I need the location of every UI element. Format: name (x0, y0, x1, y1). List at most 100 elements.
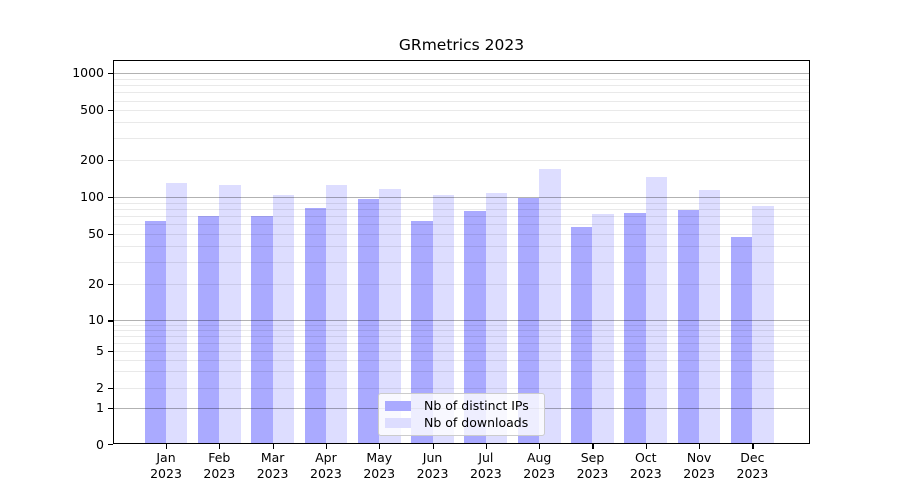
y-tick-label: 2 (96, 379, 104, 395)
y-tick-mark (108, 160, 113, 162)
bar-downloads-jun (432, 194, 454, 443)
bar-ips-oct (624, 212, 646, 443)
x-tick-year: 2023 (736, 466, 769, 481)
x-tick-month: May (366, 450, 393, 465)
bar-ips-dec (731, 236, 753, 443)
y-tick-label: 50 (88, 225, 104, 241)
x-tick-month: Jun (422, 450, 443, 465)
bar-ips-sep (571, 226, 593, 443)
plot-area: Nb of distinct IPs Nb of downloads Jan 20… (72, 60, 810, 481)
y-minor-gridline-70 (114, 216, 809, 218)
x-tick-mark (485, 444, 488, 449)
legend-swatch-downloads (385, 417, 411, 428)
y-tick-mark (108, 320, 113, 322)
y-minor-gridline-700 (114, 92, 809, 94)
y-tick-label: 200 (80, 152, 104, 168)
bar-ips-feb (197, 216, 220, 443)
x-tick-month: Mar (260, 450, 285, 465)
bar-downloads-jul (485, 192, 508, 443)
y-gridline-2 (114, 387, 809, 389)
x-tick-label: Feb 2023 (203, 450, 235, 482)
x-tick-label: Apr 2023 (310, 450, 342, 482)
y-minor-gridline-9 (114, 324, 809, 326)
x-tick-mark (272, 444, 274, 449)
legend-row-ips: Nb of distinct IPs (385, 399, 538, 413)
x-tick-label: Aug 2023 (523, 450, 555, 482)
x-tick-mark (432, 444, 434, 449)
x-tick-year: 2023 (469, 466, 502, 481)
bar-ips-jul (464, 211, 486, 443)
x-tick-year: 2023 (683, 466, 715, 481)
y-minor-gridline-4 (114, 359, 809, 361)
bar-downloads-apr (325, 184, 348, 443)
bar-ips-apr (304, 208, 326, 443)
bar-ips-nov (677, 210, 700, 443)
y-minor-gridline-8 (114, 330, 809, 332)
x-tick-month: Oct (634, 450, 657, 465)
bar-downloads-aug (539, 169, 561, 443)
y-minor-gridline-40 (114, 246, 809, 248)
x-tick-label: May 2023 (363, 450, 395, 482)
x-tick-year: 2023 (416, 466, 449, 481)
x-tick-mark (752, 444, 754, 449)
bar-ips-jun (411, 220, 433, 443)
x-tick-label: Jun 2023 (417, 450, 449, 482)
bar-ips-aug (517, 197, 540, 443)
y-minor-gridline-90 (114, 202, 809, 204)
bar-ips-mar (251, 216, 273, 443)
y-tick-mark (108, 233, 113, 236)
y-minor-gridline-30 (114, 261, 809, 263)
y-gridline-200 (114, 160, 809, 162)
x-tick-month: Jan (156, 450, 176, 465)
y-gridline-1000 (114, 73, 809, 75)
bar-downloads-mar (272, 195, 294, 443)
bar-downloads-jan (166, 183, 188, 443)
x-tick-year: 2023 (310, 466, 342, 481)
y-tick-label: 0 (96, 437, 104, 452)
x-tick-mark (699, 444, 701, 449)
x-tick-label: Sep 2023 (577, 450, 609, 482)
y-tick-label: 1000 (72, 65, 104, 81)
x-tick-label: Dec 2023 (737, 450, 769, 482)
x-tick-month: Dec (740, 450, 765, 465)
x-tick-month: Jul (478, 450, 494, 465)
y-gridline-500 (114, 110, 809, 112)
x-tick-mark (592, 444, 594, 449)
y-tick-label: 5 (96, 342, 104, 358)
y-tick-mark (108, 283, 113, 285)
bar-downloads-sep (592, 214, 614, 443)
x-tick-year: 2023 (203, 466, 236, 481)
y-tick-mark (108, 350, 113, 353)
x-tick-month: Apr (315, 450, 337, 465)
y-tick-label: 20 (88, 275, 104, 291)
y-tick-mark (108, 443, 113, 445)
y-minor-gridline-7 (114, 336, 809, 338)
x-tick-mark (325, 444, 328, 449)
x-tick-month: Aug (526, 450, 552, 465)
y-minor-gridline-600 (114, 100, 809, 102)
y-minor-gridline-400 (114, 122, 809, 124)
legend-label-ips: Nb of distinct IPs (424, 398, 529, 414)
y-tick-label: 1 (96, 400, 104, 416)
legend-label-downloads: Nb of downloads (424, 414, 529, 430)
legend: Nb of distinct IPs Nb of downloads (378, 393, 545, 436)
bar-downloads-nov (699, 189, 721, 443)
x-tick-mark (379, 444, 381, 449)
y-gridline-50 (114, 233, 809, 235)
x-tick-mark (166, 444, 168, 449)
y-minor-gridline-800 (114, 85, 809, 87)
bar-downloads-dec (752, 205, 774, 443)
x-tick-mark (645, 444, 647, 449)
legend-row-downloads: Nb of downloads (385, 414, 538, 430)
x-tick-label: Oct 2023 (630, 450, 662, 482)
x-tick-year: 2023 (629, 466, 662, 481)
y-gridline-100 (114, 197, 809, 198)
x-tick-label: Jul 2023 (470, 450, 502, 482)
x-tick-month: Sep (580, 450, 605, 465)
bar-ips-jan (144, 221, 166, 443)
bar-downloads-oct (645, 177, 668, 443)
y-tick-mark (108, 387, 113, 389)
chart-title: GRmetrics 2023 (398, 36, 525, 54)
x-tick-label: Nov 2023 (683, 450, 715, 482)
y-tick-mark (108, 73, 113, 75)
